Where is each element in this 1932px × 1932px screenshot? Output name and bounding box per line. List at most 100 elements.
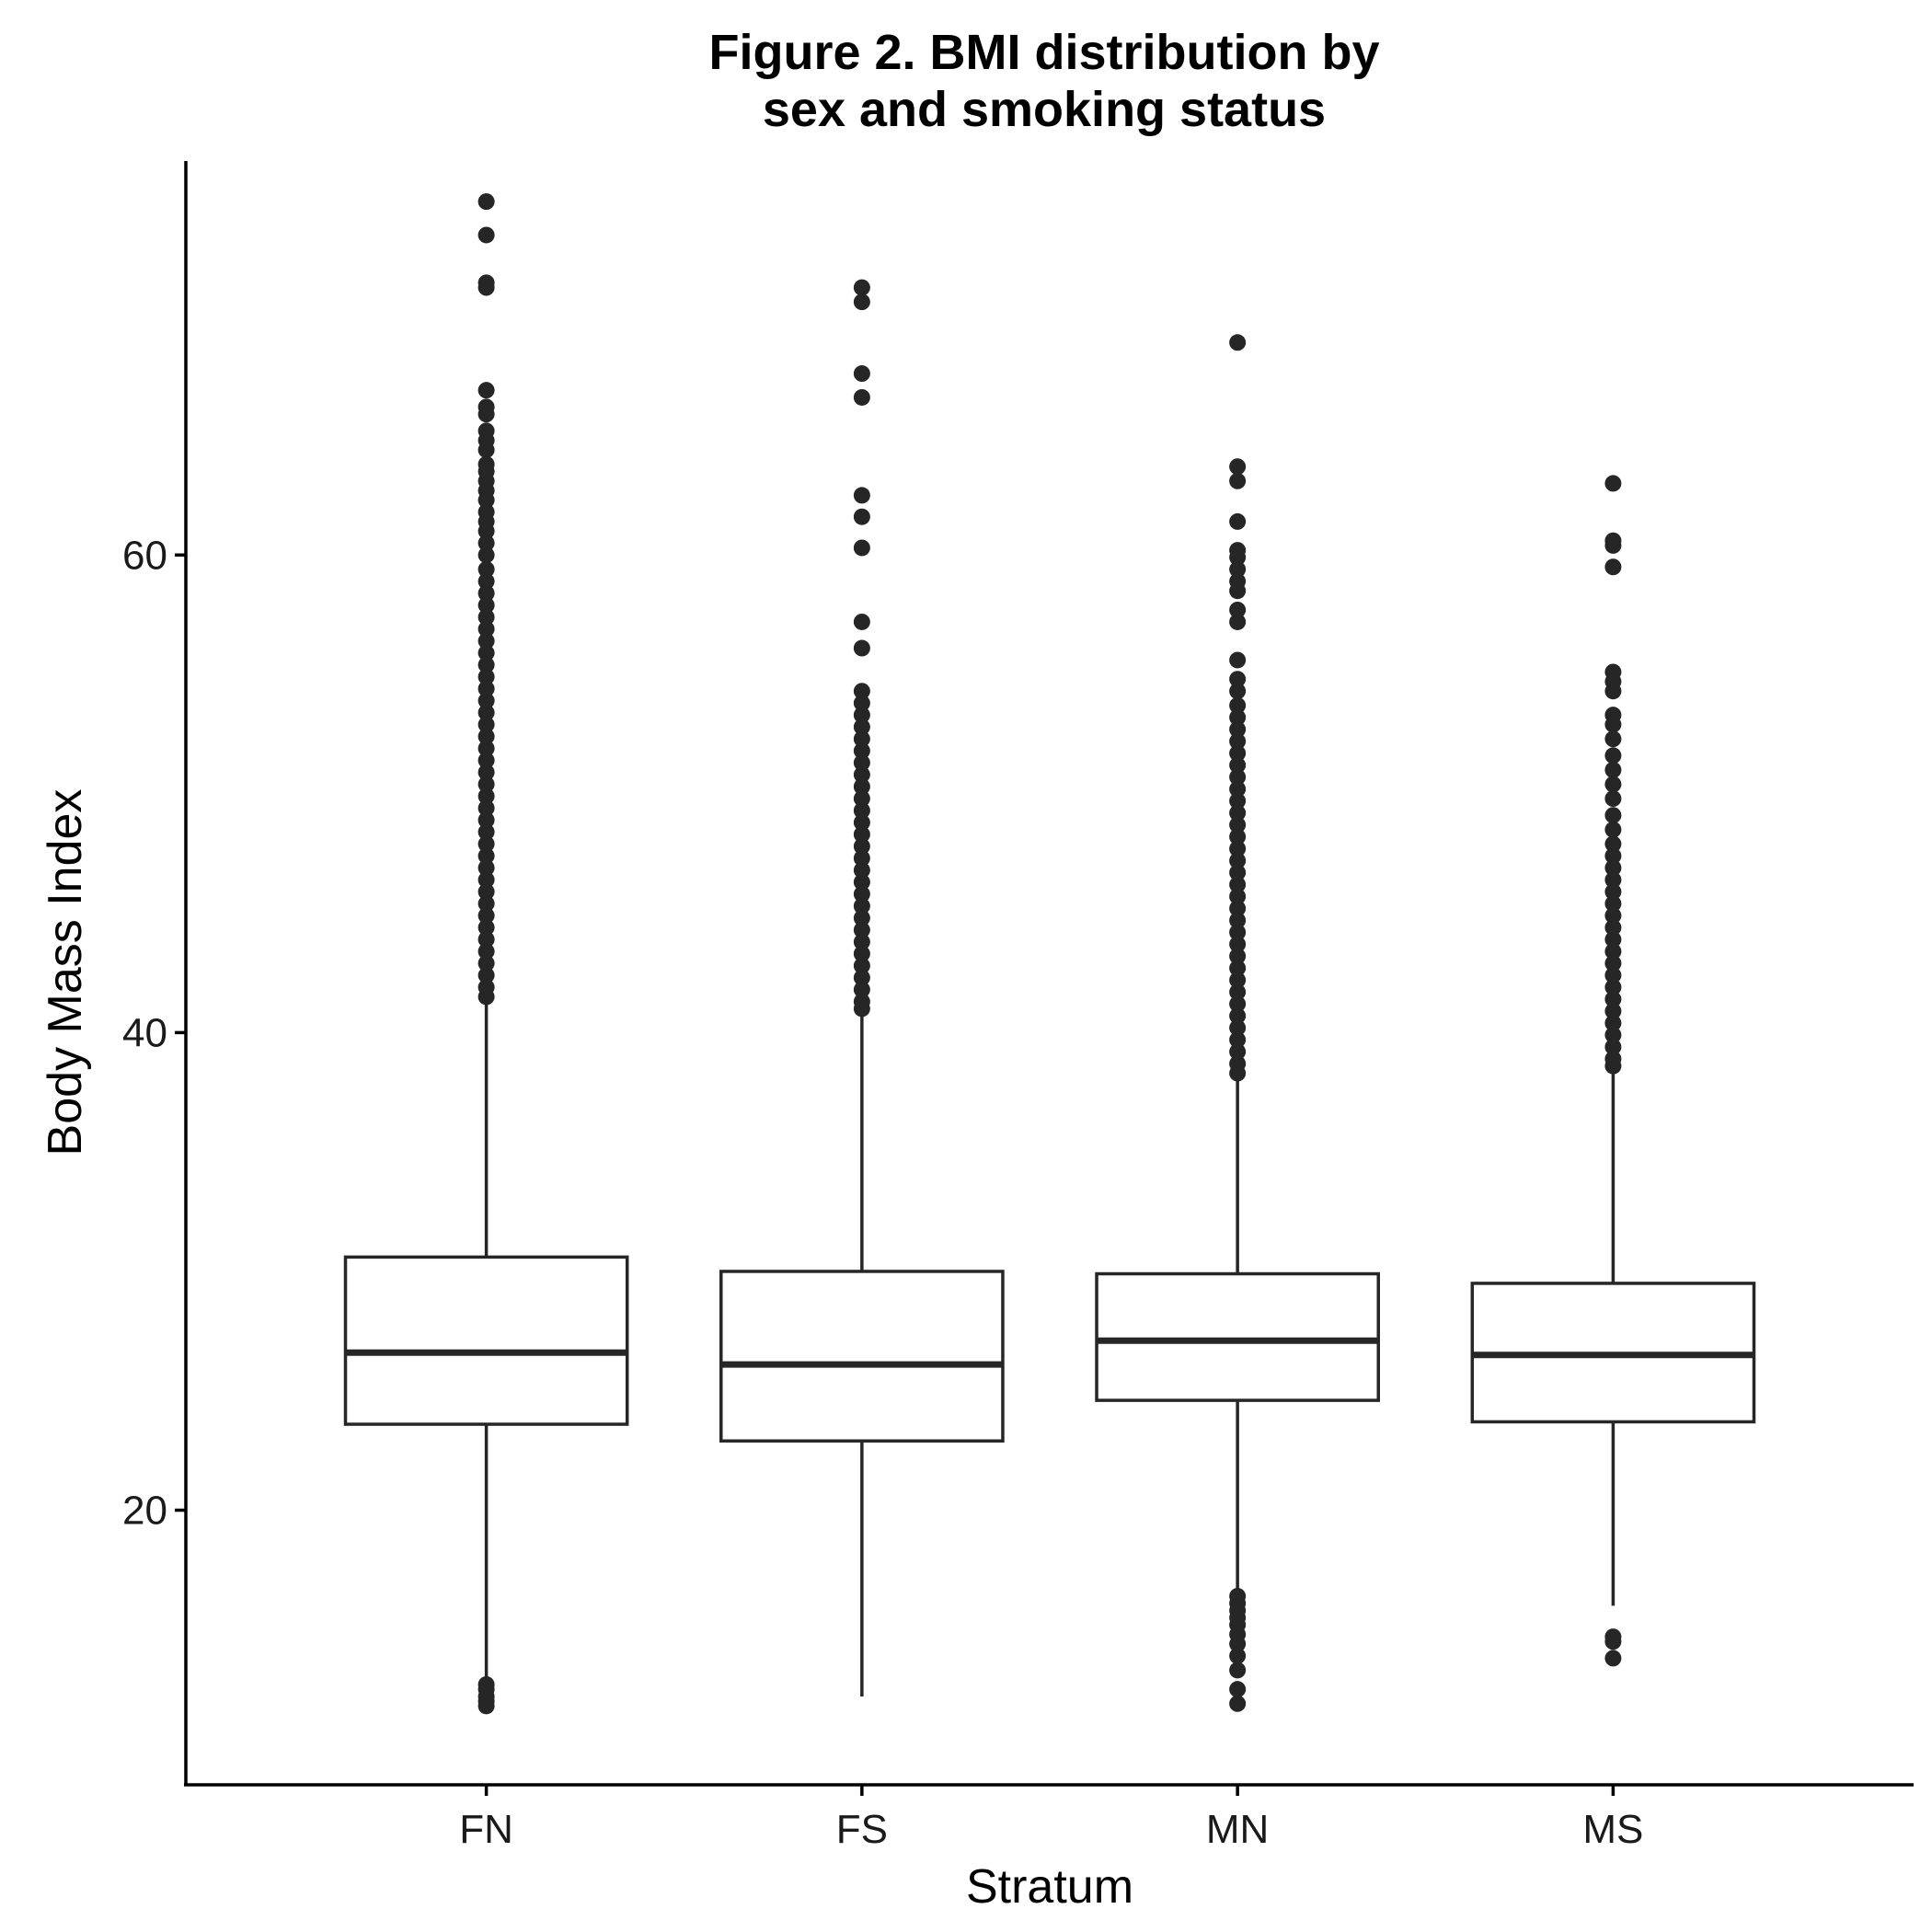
outlier-point-mn — [1229, 1043, 1247, 1061]
outlier-point-fn — [477, 572, 495, 590]
outlier-point-fn — [477, 895, 495, 913]
chart-title-line-2: sex and smoking status — [763, 82, 1326, 137]
outlier-point-fs — [853, 766, 870, 784]
outlier-point-ms — [1604, 475, 1622, 492]
outlier-point-fn — [477, 535, 495, 552]
outlier-point-fn — [477, 382, 495, 399]
outlier-point-fn — [477, 193, 495, 211]
outlier-point-fn — [477, 728, 495, 745]
box-fn — [343, 1255, 629, 1426]
outlier-point-mn — [1229, 560, 1247, 578]
outlier-point-ms — [1604, 730, 1622, 748]
outlier-point-mn — [1229, 900, 1247, 917]
outlier-point-fn — [477, 584, 495, 602]
outlier-point-ms — [1604, 1026, 1622, 1043]
outlier-point-mn — [1229, 582, 1247, 600]
outlier-point-fn — [477, 656, 495, 673]
outlier-point-fn — [477, 847, 495, 865]
outlier-point-mn — [1229, 876, 1247, 893]
outlier-point-mn — [1229, 512, 1247, 530]
outlier-point-ms — [1604, 536, 1622, 554]
outlier-point-fs — [853, 921, 870, 938]
outlier-point-fs — [853, 293, 870, 311]
outlier-point-mn — [1229, 708, 1247, 726]
outlier-point-fn — [477, 1697, 495, 1715]
outlier-point-mn — [1229, 1064, 1247, 1082]
x-tick-label-fs: FS — [836, 1807, 888, 1852]
outlier-point-ms — [1604, 859, 1622, 877]
y-tick-label-60: 60 — [122, 533, 167, 578]
outlier-point-fs — [853, 508, 870, 525]
x-tick-label-fn: FN — [459, 1807, 513, 1852]
outlier-point-fs — [853, 945, 870, 962]
outlier-point-fs — [853, 825, 870, 843]
chart-title-line-1: Figure 2. BMI distribution by — [709, 25, 1380, 80]
outlier-point-ms — [1604, 1003, 1622, 1020]
box-fs — [719, 1270, 1005, 1443]
outlier-point-fn — [477, 716, 495, 733]
outlier-point-ms — [1604, 979, 1622, 996]
outlier-point-fn — [477, 907, 495, 925]
outlier-point-ms — [1604, 943, 1622, 960]
outlier-point-ms — [1604, 895, 1622, 913]
outlier-point-fs — [853, 790, 870, 808]
outlier-point-fs — [853, 813, 870, 831]
outlier-point-mn — [1229, 671, 1247, 688]
outlier-point-mn — [1229, 995, 1247, 1013]
outlier-point-mn — [1229, 948, 1247, 965]
outlier-point-ms — [1604, 790, 1622, 808]
outlier-point-fn — [477, 491, 495, 509]
outlier-point-fn — [477, 608, 495, 626]
outlier-point-fs — [853, 707, 870, 724]
outlier-point-fn — [477, 955, 495, 972]
outlier-point-mn — [1229, 780, 1247, 798]
outlier-point-mn — [1229, 334, 1247, 351]
y-tick-label-40: 40 — [122, 1010, 167, 1055]
y-tick-label-20: 20 — [122, 1489, 167, 1534]
outlier-point-fs — [853, 695, 870, 712]
outlier-point-fn — [477, 943, 495, 960]
outlier-point-mn — [1229, 548, 1247, 566]
outlier-point-mn — [1229, 1007, 1247, 1025]
outlier-point-mn — [1229, 720, 1247, 738]
outlier-point-fs — [853, 279, 870, 296]
x-axis-ticks: FN FS MN MS — [459, 1785, 1643, 1852]
outlier-point-fs — [853, 778, 870, 796]
outlier-point-fn — [477, 776, 495, 793]
outlier-point-ms — [1604, 883, 1622, 901]
outlier-point-ms — [1604, 907, 1622, 925]
outlier-point-mn — [1229, 613, 1247, 630]
outlier-point-fn — [477, 835, 495, 853]
outlier-point-ms — [1604, 1015, 1622, 1032]
x-axis-title: Stratum — [966, 1860, 1133, 1914]
outlier-point-fn — [477, 704, 495, 721]
outlier-point-fs — [853, 639, 870, 657]
outlier-point-fs — [853, 1000, 870, 1018]
outlier-point-ms — [1604, 761, 1622, 778]
outlier-point-fn — [477, 764, 495, 781]
outlier-point-ms — [1604, 821, 1622, 838]
outlier-point-fs — [853, 873, 870, 891]
outlier-point-fn — [477, 871, 495, 889]
outlier-point-fs — [853, 683, 870, 700]
outlier-point-fn — [477, 680, 495, 697]
outlier-point-ms — [1604, 1633, 1622, 1650]
outlier-point-ms — [1604, 1038, 1622, 1055]
outlier-point-fn — [477, 546, 495, 564]
outlier-point-fs — [853, 861, 870, 879]
outlier-point-fs — [853, 909, 870, 926]
outlier-point-fs — [853, 969, 870, 986]
outlier-point-mn — [1229, 828, 1247, 845]
outlier-point-mn — [1229, 972, 1247, 989]
box-group-ms — [1470, 475, 1756, 1667]
outlier-point-mn — [1229, 744, 1247, 762]
outlier-point-fn — [477, 596, 495, 614]
outlier-point-fn — [477, 442, 495, 459]
outlier-point-fn — [477, 988, 495, 1006]
outlier-point-ms — [1604, 1650, 1622, 1667]
outlier-point-mn — [1229, 1695, 1247, 1712]
outlier-point-mn — [1229, 601, 1247, 618]
outlier-point-fn — [477, 883, 495, 901]
outlier-point-fn — [477, 632, 495, 650]
outlier-point-mn — [1229, 1647, 1247, 1664]
